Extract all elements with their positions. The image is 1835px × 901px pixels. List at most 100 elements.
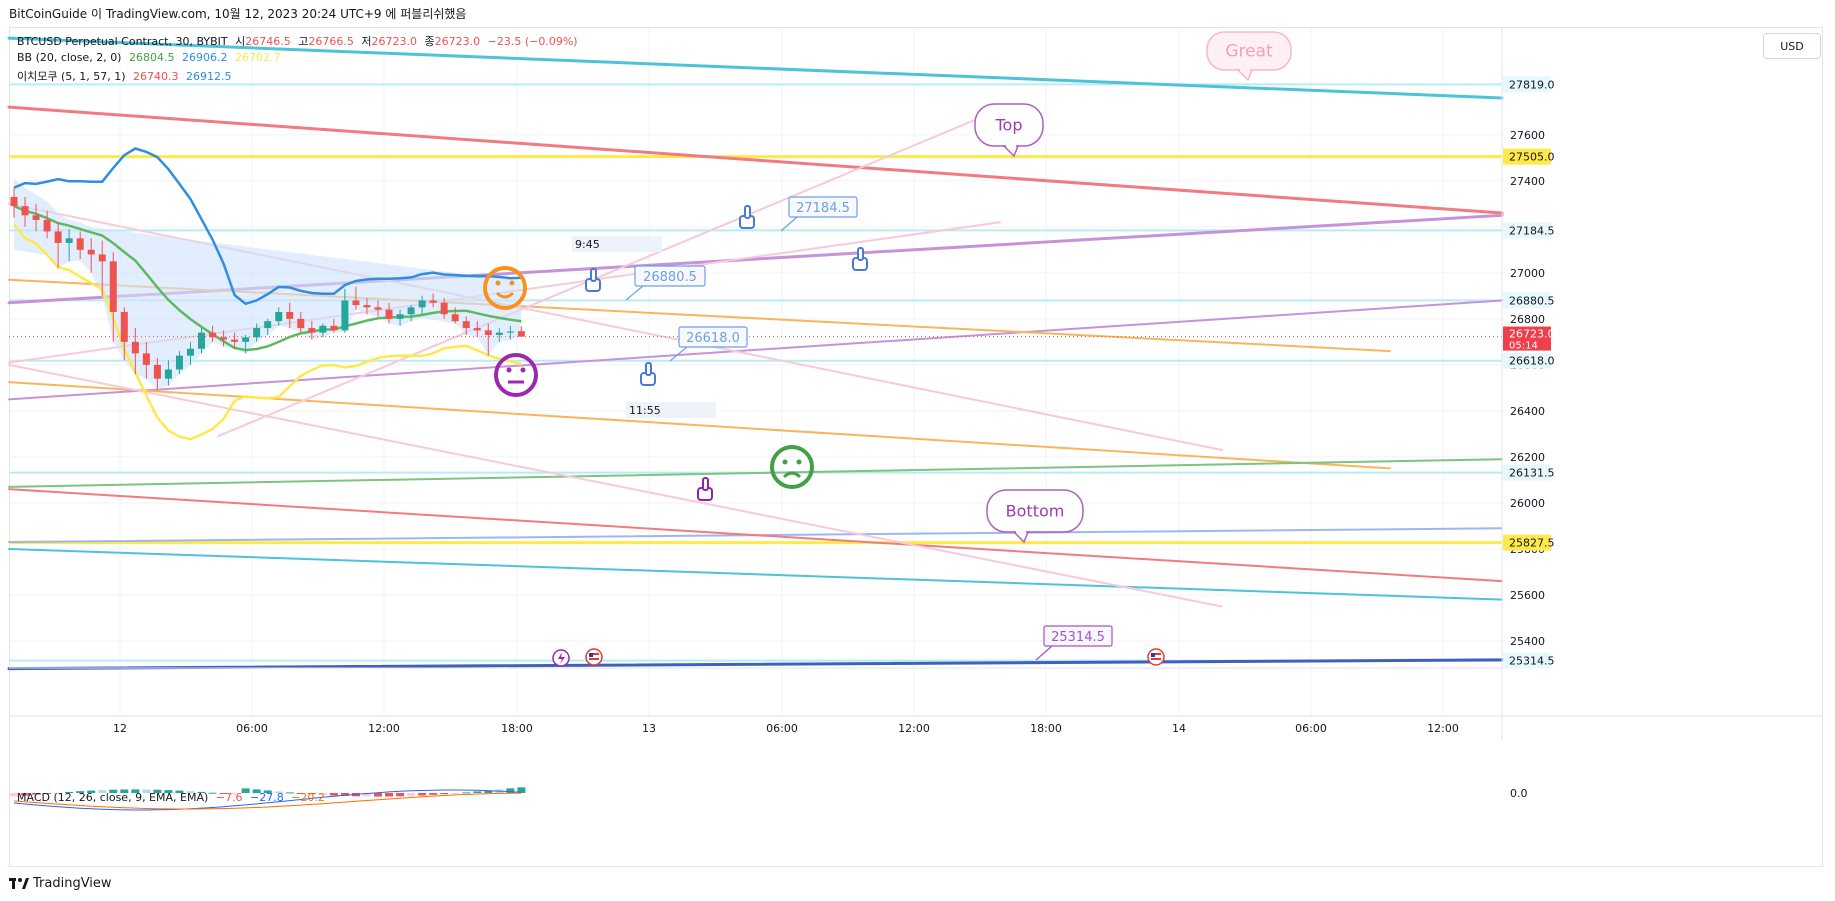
macd-signal-line (13, 792, 522, 810)
lightning-event-glyph (558, 652, 565, 664)
callout-26880-text: 26880.5 (643, 270, 697, 285)
candle-body (87, 249, 95, 255)
candle-body (10, 196, 18, 207)
price-tick-label: 27600 (1510, 129, 1545, 142)
candle-body (242, 337, 250, 342)
macd-histogram-bar (208, 792, 217, 794)
time-tick-label: 12:00 (1427, 722, 1459, 735)
macd-histogram-bar (153, 789, 162, 793)
us-flag-event-icon (1147, 648, 1165, 666)
macd-histogram-bar (197, 791, 206, 793)
candle-body (341, 300, 349, 331)
macd-histogram-bar (252, 789, 261, 793)
legend-bb-lower: 26702.7 (234, 51, 281, 64)
callout-26618-box (678, 326, 748, 348)
trend-line (7, 36, 1504, 100)
candle-body (429, 300, 437, 303)
macd-histogram-bar (274, 791, 283, 793)
top-callout-tail (1002, 145, 1020, 158)
chart-frame[interactable] (9, 27, 1823, 867)
candle-body (65, 238, 73, 243)
callout-26880-pointer (625, 285, 644, 301)
price-tick-label: 26000 (1510, 497, 1545, 510)
macd-histogram-bar (43, 793, 52, 794)
macd-histogram-bar (175, 790, 184, 793)
macd-histogram-bar (407, 793, 416, 796)
trend-line (217, 108, 1001, 438)
candle-body (462, 321, 470, 329)
macd-histogram-bar (219, 793, 228, 794)
candle-body (330, 325, 338, 331)
legend-high: 26766.5 (308, 35, 354, 48)
smiley-face-icon (483, 266, 527, 310)
macd-histogram-bar (109, 789, 118, 793)
us-flag-event-icon (585, 648, 603, 666)
candle-body (495, 332, 503, 335)
macd-zero-label: 0.0 (1510, 787, 1528, 800)
legend-macd-hist: −7.6 (215, 791, 243, 804)
legend-low: 26723.0 (371, 35, 418, 48)
price-level-tag (1503, 352, 1551, 369)
great-callout-tail (1236, 69, 1254, 82)
last-price-value: 26723.0 (1509, 328, 1555, 341)
macd-histogram-bar (385, 793, 394, 797)
price-level-tag (1503, 534, 1551, 551)
macd-histogram-bar (373, 793, 382, 797)
macd-histogram-bar (462, 792, 471, 794)
smiley-face-icon-eye (509, 280, 515, 286)
neutral-face-icon-eye (520, 367, 526, 373)
legend-symbol: BTCUSD Perpetual Contract, 30, BYBIT (17, 35, 228, 48)
time-tick-label: 13 (642, 722, 656, 735)
macd-histogram-bar (120, 789, 129, 793)
macd-histogram-bar (230, 793, 239, 795)
legend-high-label: 고 (298, 35, 309, 48)
legend-change: −23.5 (−0.09%) (487, 35, 578, 48)
bb-lower-line (13, 223, 522, 441)
time-tick-label: 18:00 (1030, 722, 1062, 735)
macd-histogram-bar (484, 790, 493, 793)
legend-low-label: 저 (361, 35, 372, 48)
callout-26618-pointer (669, 346, 688, 362)
price-level-tag-text: 25314.5 (1509, 655, 1555, 668)
worried-face-icon (770, 445, 814, 489)
time-tick-label: 06:00 (766, 722, 798, 735)
price-level-tag (1503, 222, 1551, 239)
tradingview-logo-text: TradingView (33, 876, 112, 891)
candle-body (418, 300, 426, 308)
time-label: 9:45 (575, 238, 600, 251)
time-label: 11:55 (629, 404, 661, 417)
annotations-layer: 9:45 11:55 Great Top Bottom 27184.5 26880.5 266… (483, 31, 1292, 667)
trend-line (8, 488, 1503, 583)
price-level-tag (1503, 76, 1551, 93)
macd-histogram-bar (131, 789, 140, 793)
bottom-callout-tail (1012, 531, 1030, 544)
macd-histogram-bar (164, 790, 173, 793)
legend-ichimoku-a: 26740.3 (133, 70, 179, 83)
macd-histogram-bar (285, 792, 294, 794)
worried-face-icon-mouth (782, 471, 802, 479)
price-level-tag-text: 27819.0 (1509, 78, 1555, 91)
candle-body (231, 339, 239, 342)
candle-body (153, 364, 161, 379)
legend-macd-row: MACD (12, 26, close, 9, EMA, EMA) −7.6 −… (17, 791, 329, 804)
macd-histogram-bar (440, 793, 449, 795)
candle-body (451, 314, 459, 322)
tradingview-logo[interactable]: TradingView (9, 876, 112, 891)
worried-face-icon-eye (782, 459, 788, 465)
bottom-callout-bubble (986, 489, 1084, 533)
trend-line (8, 547, 1503, 601)
hand-pointer-icon-finger (645, 362, 652, 376)
currency-button[interactable]: USD (1763, 33, 1821, 59)
price-tick-label: 26400 (1510, 405, 1545, 418)
candle-body (253, 328, 261, 338)
candle-body (43, 219, 51, 232)
us-flag-stripe (589, 653, 599, 655)
us-flag-stripe (1151, 658, 1161, 660)
time-tick-label: 06:00 (1295, 722, 1327, 735)
price-tick-label: 25600 (1510, 589, 1545, 602)
hand-pointer-icon-finger (590, 268, 597, 282)
trend-line (8, 458, 1503, 488)
candle-body (209, 332, 217, 338)
legend-open: 26746.5 (245, 35, 291, 48)
